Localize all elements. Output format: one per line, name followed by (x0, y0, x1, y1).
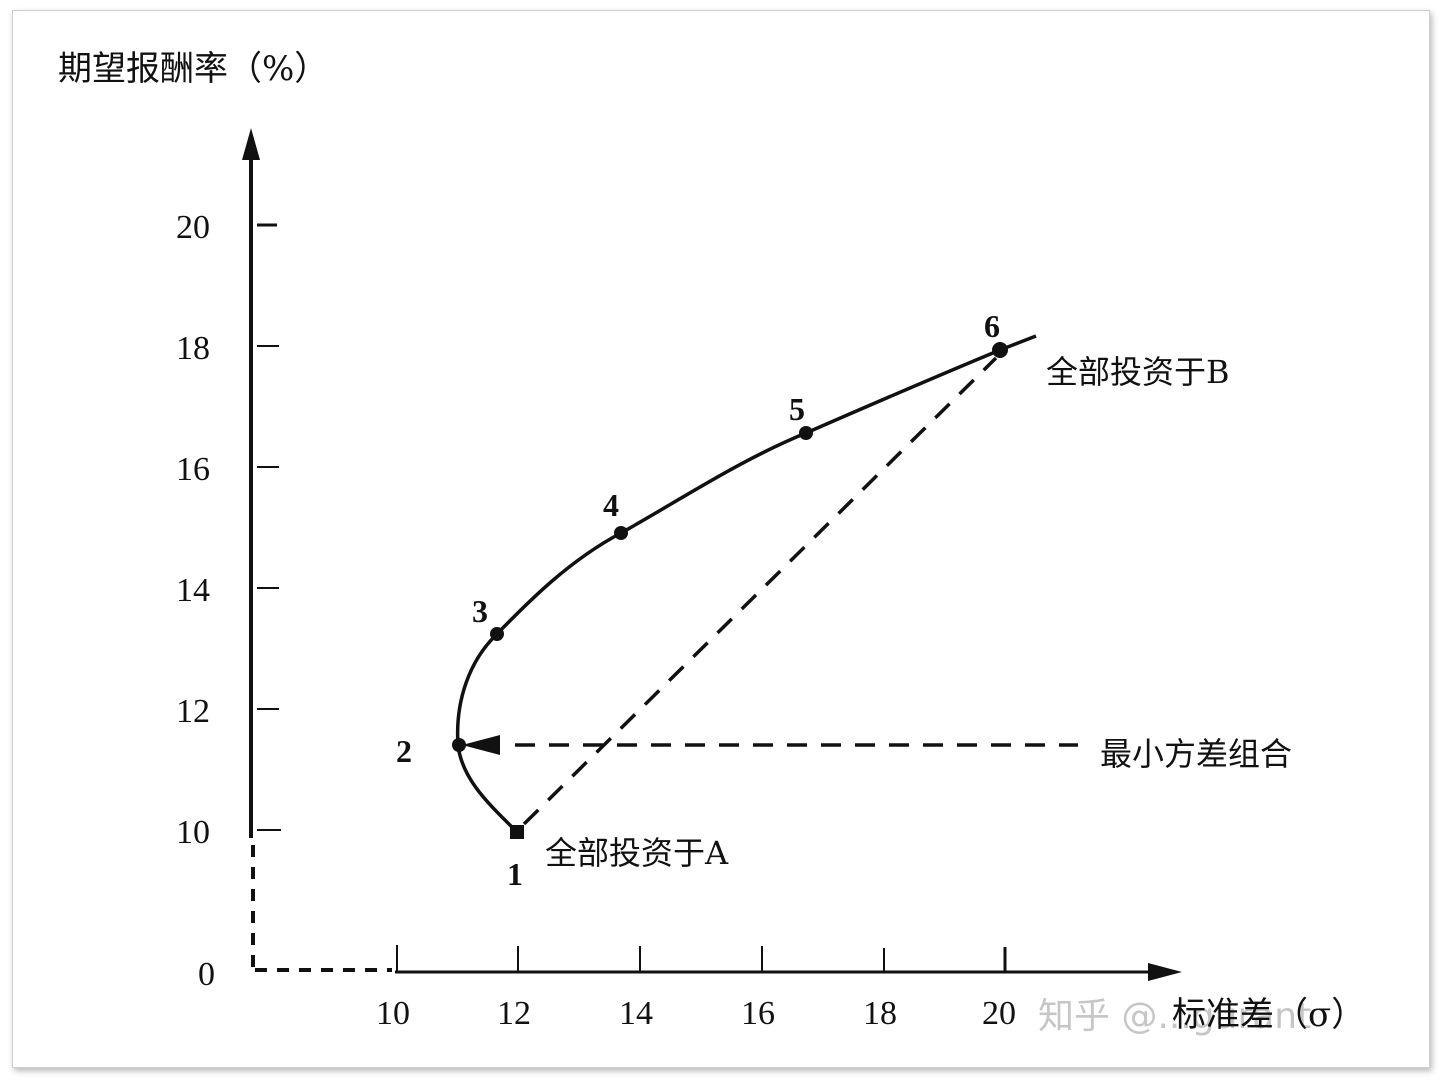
point-label-1: 1 (507, 856, 523, 892)
point-3-marker (490, 627, 504, 641)
point-6-marker (992, 342, 1008, 358)
point-label-5: 5 (789, 391, 805, 427)
x-tick-14: 14 (619, 995, 653, 1032)
point-5-marker (799, 426, 813, 440)
point-label-2: 2 (396, 733, 412, 769)
min-variance-arrow-icon (462, 735, 500, 755)
annotation-all-in-b: 全部投资于B (1046, 353, 1230, 391)
y-tick-18: 18 (176, 330, 210, 367)
y-tick-14: 14 (176, 572, 210, 609)
x-axis-arrow-icon (1148, 963, 1182, 981)
annotation-all-in-a: 全部投资于A (545, 834, 729, 872)
y-axis-arrow-icon (242, 128, 260, 160)
y-tick-10: 10 (176, 814, 210, 851)
point-label-4: 4 (603, 487, 619, 523)
frontier-curve (455, 334, 1037, 834)
x-tick-10: 10 (376, 995, 410, 1032)
point-1-marker (510, 825, 524, 839)
y-tick-20: 20 (176, 209, 210, 246)
point-label-3: 3 (472, 593, 488, 629)
y-axis-title: 期望报酬率（%） (58, 49, 328, 89)
point-4-marker (614, 526, 628, 540)
x-tick-18: 18 (863, 995, 897, 1032)
y-ticks (257, 223, 281, 831)
y-tick-12: 12 (176, 693, 210, 730)
figure-frame (12, 10, 1430, 1068)
point-2-marker (452, 738, 466, 752)
x-ticks (396, 945, 1007, 972)
point-labels: 1 2 3 4 5 6 (396, 308, 1000, 892)
x-tick-12: 12 (497, 995, 531, 1032)
x-axis-title: 标准差（σ） (1172, 995, 1365, 1035)
x-tick-labels: 10 12 14 16 18 20 (376, 995, 1016, 1032)
y-tick-0: 0 (198, 956, 215, 993)
annotation-min-variance: 最小方差组合 (1100, 735, 1292, 773)
y-tick-labels: 20 18 16 14 12 10 0 (176, 209, 215, 993)
y-tick-16: 16 (176, 451, 210, 488)
point-label-6: 6 (984, 308, 1000, 344)
x-tick-20: 20 (982, 995, 1016, 1032)
watermark: 知乎 @...gurant (1038, 996, 1311, 1037)
data-points (452, 342, 1008, 839)
x-tick-16: 16 (741, 995, 775, 1032)
correlation-one-dashed-line (522, 356, 998, 826)
